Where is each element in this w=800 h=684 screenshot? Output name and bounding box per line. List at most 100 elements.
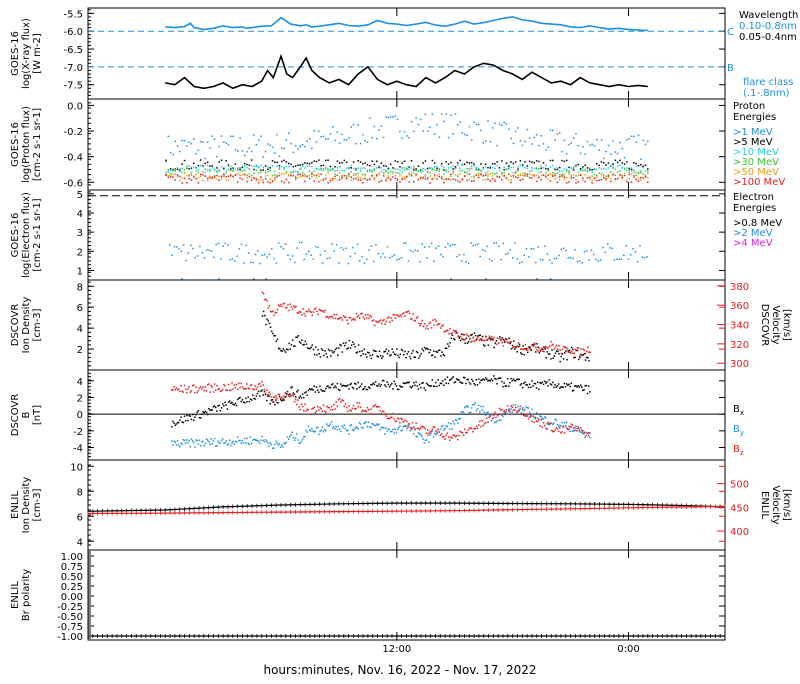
scatter-point->30 MeV <box>568 170 570 172</box>
scatter-point->50 MeV <box>327 172 329 174</box>
scatter-point-Bz <box>482 424 485 427</box>
scatter-point->10 MeV <box>561 170 563 172</box>
scatter-point->10 MeV <box>369 170 371 172</box>
scatter-point-Density <box>495 340 498 342</box>
scatter-point-Velocity <box>261 291 264 294</box>
scatter-point-By <box>435 433 437 436</box>
scatter-point->5 MeV <box>304 162 306 164</box>
scatter-point-Bz <box>439 434 442 437</box>
scatter-point-Bz <box>552 430 554 433</box>
scatter-point->1 MeV <box>211 135 214 137</box>
scatter-point-Bz <box>492 414 495 416</box>
scatter-point->5 MeV <box>373 163 376 166</box>
scatter-point-Velocity <box>434 318 436 321</box>
scatter-point-By <box>194 446 196 448</box>
scatter-point->5 MeV <box>234 163 237 165</box>
scatter-point->100 MeV <box>232 176 234 178</box>
scatter-point-By <box>299 442 302 444</box>
scatter-point-Density <box>273 335 275 337</box>
scatter-point->1 MeV <box>501 124 503 127</box>
scatter-point-Velocity <box>332 317 334 319</box>
scatter-point->1 MeV <box>477 123 480 126</box>
scatter-point-Velocity <box>422 325 425 328</box>
scatter-point->10 MeV <box>623 168 626 171</box>
scatter-point-Bx <box>525 383 527 386</box>
scatter-point->30 MeV <box>369 169 371 171</box>
scatter-point->1 MeV <box>253 134 255 136</box>
scatter-point->2 MeV <box>379 256 382 258</box>
scatter-point-Velocity <box>478 339 480 342</box>
scatter-point->100 MeV <box>577 181 580 183</box>
scatter-point-Bx <box>479 381 481 384</box>
scatter-point-Bx <box>283 399 285 401</box>
scatter-point->2 MeV <box>192 247 194 250</box>
scatter-point-Density <box>305 343 308 345</box>
scatter-point->10 MeV <box>410 171 413 173</box>
scatter-point->30 MeV <box>406 167 408 169</box>
scatter-point-Bx <box>513 379 516 382</box>
scatter-point-Bx <box>387 383 390 386</box>
scatter-point-Velocity <box>533 342 536 345</box>
scatter-point-Density <box>408 355 411 358</box>
scatter-point->10 MeV <box>179 171 181 173</box>
scatter-point-By <box>536 417 539 419</box>
scatter-point->100 MeV <box>271 180 274 183</box>
scatter-point-By <box>480 405 482 408</box>
ytick-label: 2 <box>77 394 83 405</box>
scatter-point->100 MeV <box>466 179 468 182</box>
scatter-point-Bx <box>460 381 463 384</box>
scatter-point->5 MeV <box>607 162 610 164</box>
scatter-point->100 MeV <box>598 179 600 181</box>
scatter-point->5 MeV <box>591 169 593 171</box>
scatter-point-Velocity <box>535 346 537 349</box>
scatter-point-By <box>279 446 282 449</box>
scatter-point->100 MeV <box>230 174 232 177</box>
scatter-point-By <box>539 415 541 417</box>
scatter-point->100 MeV <box>250 179 253 181</box>
scatter-point->100 MeV <box>285 178 288 181</box>
scatter-point-Velocity <box>352 318 354 321</box>
scatter-point-Bx <box>466 378 468 381</box>
scatter-point-Bz <box>497 413 500 416</box>
scatter-point-By <box>496 420 498 422</box>
scatter-point-Density <box>397 354 399 357</box>
scatter-point->2 MeV <box>213 256 215 259</box>
scatter-point-By <box>446 425 449 428</box>
scatter-point-By <box>243 437 246 440</box>
scatter-point-Bx <box>350 382 353 385</box>
scatter-point->2 MeV <box>639 245 641 247</box>
scatter-point->50 MeV <box>246 176 248 179</box>
ytick-label: 1 <box>77 266 83 277</box>
scatter-point-Velocity <box>435 320 437 323</box>
scatter-point->2 MeV <box>240 243 243 245</box>
scatter-point-Bx <box>396 388 399 391</box>
scatter-point-By <box>306 431 309 434</box>
scatter-point-By <box>292 437 295 439</box>
scatter-point-Bx <box>524 381 526 383</box>
scatter-point->5 MeV <box>535 160 538 162</box>
scatter-point->5 MeV <box>410 160 413 162</box>
xtick-label: 12:00 <box>382 644 411 655</box>
scatter-point-Bx <box>433 385 436 388</box>
scatter-point->100 MeV <box>491 177 494 180</box>
scatter-point-Bz <box>430 430 432 432</box>
scatter-point-Density <box>428 351 431 354</box>
scatter-point-Velocity <box>504 341 507 343</box>
scatter-point->50 MeV <box>579 173 582 176</box>
scatter-point->1 MeV <box>556 133 559 135</box>
scatter-point->2 MeV <box>210 250 213 252</box>
scatter-point->5 MeV <box>371 160 373 163</box>
scatter-point-Density <box>478 334 480 337</box>
scatter-point-Bx <box>386 381 388 383</box>
scatter-point-Bx <box>447 382 450 385</box>
scatter-point->1 MeV <box>181 139 183 142</box>
scatter-point->5 MeV <box>401 162 403 164</box>
scatter-point-Density <box>542 348 544 351</box>
scatter-point->100 MeV <box>468 173 471 175</box>
scatter-point->30 MeV <box>301 172 304 174</box>
scatter-point-Bz <box>538 418 540 421</box>
scatter-point->100 MeV <box>313 180 315 182</box>
scatter-point->10 MeV <box>278 166 281 169</box>
scatter-point->1 MeV <box>521 144 524 147</box>
scatter-point->1 MeV <box>359 142 362 145</box>
